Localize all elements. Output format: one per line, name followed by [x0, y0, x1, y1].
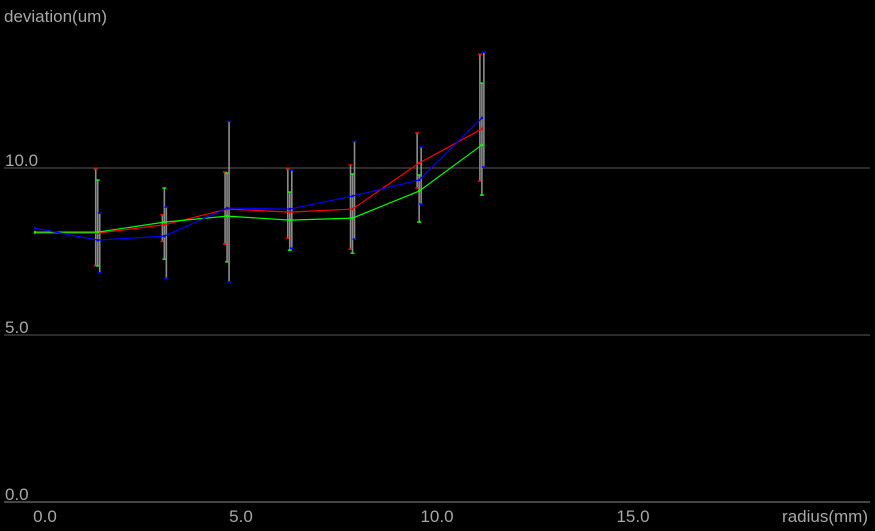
data-point [163, 234, 166, 238]
data-point [417, 189, 421, 193]
series-line [35, 128, 483, 234]
data-point [480, 127, 484, 131]
data-point [351, 207, 354, 211]
y-tick-label: 10.0 [5, 151, 38, 170]
y-tick-label: 0.0 [5, 485, 29, 504]
data-point [33, 226, 37, 230]
data-point [96, 238, 100, 242]
data-point [417, 161, 421, 165]
y-axis-label: deviation(um) [4, 7, 107, 26]
x-tick-label: 0.0 [33, 507, 57, 526]
data-point [351, 216, 354, 220]
data-point [288, 210, 292, 214]
data-point [480, 116, 484, 120]
x-tick-label: 10.0 [420, 507, 453, 526]
data-point [417, 178, 421, 182]
data-point [33, 230, 37, 234]
data-point [480, 143, 484, 147]
x-axis-label: radius(mm) [782, 507, 868, 526]
data-point [225, 206, 229, 210]
series-line [35, 144, 483, 233]
data-point [225, 214, 229, 218]
data-point [288, 207, 292, 211]
data-point [288, 218, 292, 222]
data-point [351, 194, 354, 198]
data-point [163, 223, 166, 227]
series-line [34, 117, 483, 241]
data-point [96, 230, 100, 234]
y-tick-label: 5.0 [5, 318, 29, 337]
x-tick-label: 15.0 [616, 507, 649, 526]
data-point [163, 220, 166, 224]
x-tick-label: 5.0 [229, 507, 253, 526]
